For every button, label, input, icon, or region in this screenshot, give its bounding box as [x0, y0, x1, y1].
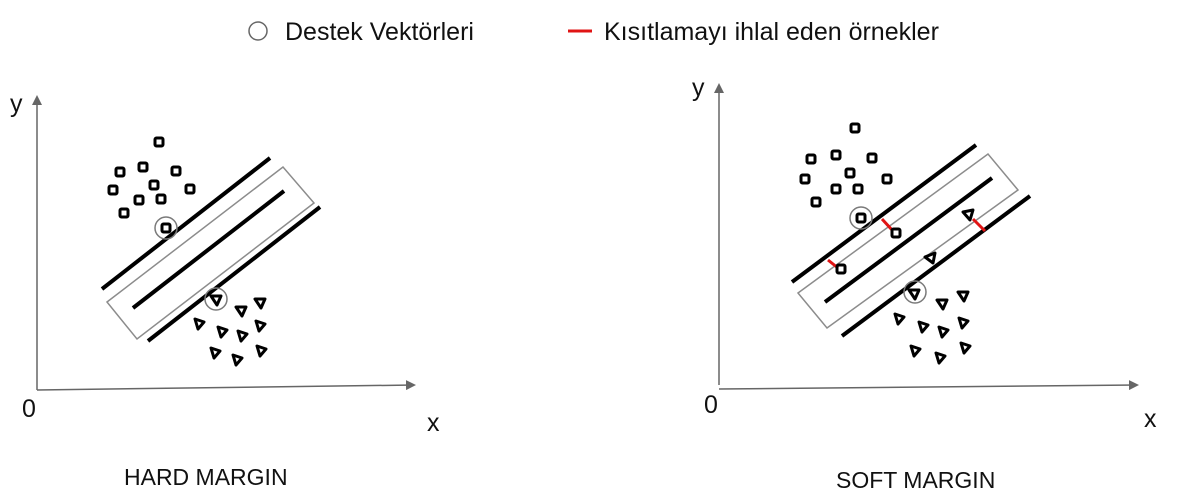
triangle-point [231, 353, 244, 367]
violating-square-point [835, 263, 847, 275]
violation-legend-label: Kısıtlamayı ihlal eden örnekler [604, 18, 939, 46]
square-point [830, 183, 842, 195]
panel-title: SOFT MARGIN [836, 467, 995, 493]
square-point [148, 179, 160, 191]
triangle-class-points [893, 208, 975, 365]
triangle-point [937, 325, 950, 339]
square-point [844, 167, 856, 179]
support-vector-ring [903, 280, 927, 304]
triangle-point [917, 320, 930, 334]
support-vector-ring [154, 216, 178, 240]
decision-boundary [131, 189, 286, 310]
square-point [137, 161, 149, 173]
triangle-support-vector [907, 288, 921, 301]
support-vector-legend-label: Destek Vektörleri [285, 18, 474, 46]
square-point [799, 173, 811, 185]
decision-boundary [823, 176, 994, 304]
triangle-point [956, 290, 970, 303]
triangle-point [236, 329, 249, 343]
x-axis [718, 380, 1139, 391]
triangle-point [209, 346, 222, 360]
y-axis-label: y [10, 90, 23, 118]
square-point [184, 183, 196, 195]
triangle-point [935, 298, 949, 311]
lower-margin-line [840, 194, 1032, 338]
square-point [114, 166, 126, 178]
x-axis [36, 380, 416, 391]
violating-square-point [890, 227, 902, 239]
margin-region [796, 152, 1020, 330]
triangle-point [253, 297, 267, 310]
origin-label: 0 [704, 391, 718, 419]
square-point [155, 193, 167, 205]
triangle-point [909, 344, 922, 358]
square-point [118, 207, 130, 219]
triangle-support-vector [209, 294, 223, 307]
support-vector-ring [204, 287, 228, 311]
upper-margin-line [100, 156, 272, 291]
square-point [866, 152, 878, 164]
square-support-vector [855, 212, 867, 224]
support-vector-ring [849, 206, 873, 230]
square-point [133, 194, 145, 206]
square-point [852, 183, 864, 195]
triangle-point [254, 319, 267, 333]
square-point [153, 136, 165, 148]
triangle-point [216, 325, 229, 339]
margin-region [105, 165, 316, 341]
upper-margin-line [790, 143, 978, 284]
y-axis-label: y [692, 74, 705, 102]
origin-label: 0 [22, 395, 36, 423]
violation-segment [971, 217, 987, 233]
x-axis-label: x [1144, 405, 1157, 433]
triangle-point [893, 312, 906, 326]
triangle-point [234, 305, 248, 318]
soft-margin-panel: y x 0 [692, 74, 1157, 493]
triangle-point [255, 344, 268, 358]
square-point [805, 153, 817, 165]
square-point [830, 149, 842, 161]
square-class-points [107, 136, 196, 234]
triangle-class-points [193, 294, 268, 367]
violating-triangle-point [961, 208, 975, 222]
x-axis-label: x [427, 409, 440, 437]
triangle-point [957, 316, 970, 330]
triangle-point [934, 351, 947, 365]
square-point [810, 196, 822, 208]
square-point [881, 173, 893, 185]
square-support-vector [160, 222, 172, 234]
square-class-points [799, 122, 902, 275]
panel-title: HARD MARGIN [124, 464, 288, 490]
violating-triangle-point [923, 251, 937, 265]
square-point [170, 165, 182, 177]
support-vector-legend-icon [248, 21, 268, 41]
triangle-point [193, 317, 206, 331]
square-point [107, 184, 119, 196]
triangle-point [959, 341, 972, 355]
hard-margin-panel: y x 0 [10, 90, 440, 490]
square-point [849, 122, 861, 134]
lower-margin-line [146, 205, 322, 343]
legend: Destek Vektörleri Kısıtlamayı ihlal eden… [248, 18, 939, 46]
